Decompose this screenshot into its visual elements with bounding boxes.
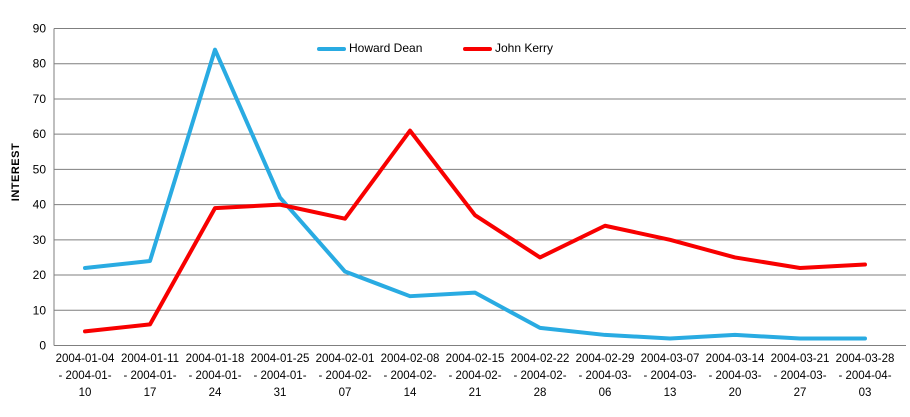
x-category-label-5: 2004-02-08- 2004-02-14 xyxy=(381,353,440,399)
x-category-label-8: 2004-02-29- 2004-03-06 xyxy=(576,353,635,399)
y-tick-label-80: 80 xyxy=(33,57,47,71)
x-category-label-10: 2004-03-14- 2004-03-20 xyxy=(706,353,765,399)
y-tick-label-50: 50 xyxy=(33,162,47,176)
x-category-label-6: 2004-02-15- 2004-02-21 xyxy=(446,353,505,399)
x-category-label-9: 2004-03-07- 2004-03-13 xyxy=(641,353,700,399)
legend-line-swatch xyxy=(317,46,346,51)
x-category-label-2: 2004-01-18- 2004-01-24 xyxy=(186,353,245,399)
y-tick-label-90: 90 xyxy=(33,22,47,36)
legend-label: John Kerry xyxy=(495,41,554,55)
y-tick-label-0: 0 xyxy=(39,339,46,353)
y-tick-label-70: 70 xyxy=(33,92,47,106)
y-tick-label-30: 30 xyxy=(33,233,47,247)
legend-label: Howard Dean xyxy=(349,41,423,55)
y-tick-label-40: 40 xyxy=(33,198,47,212)
legend-item-howard-dean: Howard Dean xyxy=(317,41,422,56)
x-category-label-1: 2004-01-11- 2004-01-17 xyxy=(121,353,179,399)
x-category-label-11: 2004-03-21- 2004-03-27 xyxy=(771,353,830,399)
y-tick-label-10: 10 xyxy=(33,303,47,317)
x-category-label-0: 2004-01-04- 2004-01-10 xyxy=(56,353,115,399)
series-line-howard-dean xyxy=(83,47,867,341)
x-category-label-12: 2004-03-28- 2004-04-03 xyxy=(836,353,895,399)
series-line-john-kerry xyxy=(83,128,867,334)
y-tick-label-60: 60 xyxy=(33,127,47,141)
legend-line-swatch xyxy=(463,46,492,51)
x-category-label-7: 2004-02-22- 2004-02-28 xyxy=(511,353,570,399)
legend-item-john-kerry: John Kerry xyxy=(463,41,553,56)
x-category-label-3: 2004-01-25- 2004-01-31 xyxy=(251,353,310,399)
x-category-label-4: 2004-02-01- 2004-02-07 xyxy=(316,353,375,399)
y-axis-title: INTEREST xyxy=(10,142,22,202)
y-tick-label-20: 20 xyxy=(33,268,47,282)
